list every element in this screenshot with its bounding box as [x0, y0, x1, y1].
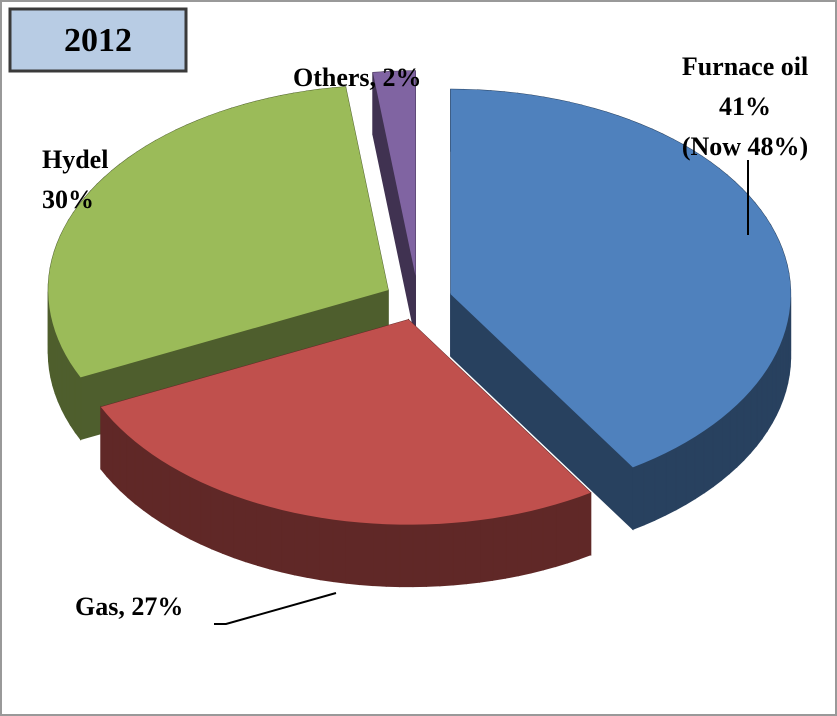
data-label: Others, 2% — [293, 63, 422, 92]
slice-side — [210, 486, 224, 555]
slice-side — [675, 441, 687, 511]
slice-side — [632, 462, 645, 531]
data-label: 41% — [719, 92, 771, 121]
slice-side — [319, 517, 334, 583]
slice-side — [61, 347, 67, 418]
slice-side — [452, 521, 467, 586]
slice — [372, 70, 416, 276]
slice-side — [245, 498, 258, 567]
slice-side — [142, 447, 153, 518]
slice-side — [517, 510, 532, 577]
data-label: Furnace oil — [682, 52, 808, 81]
leader-line — [214, 592, 337, 625]
slice-side — [567, 496, 580, 564]
slice-side — [385, 523, 401, 588]
slice-side — [425, 523, 441, 587]
slice-side — [160, 459, 171, 529]
data-label: Hydel — [42, 145, 108, 174]
slice-side — [222, 490, 235, 559]
slice-side — [412, 523, 427, 588]
slice-side — [399, 524, 414, 588]
slice-side — [771, 353, 777, 424]
pie — [47, 70, 792, 588]
slice-side — [179, 470, 191, 540]
slice-side — [578, 492, 592, 560]
slice-side — [479, 517, 494, 583]
slice-side — [729, 403, 738, 475]
slice-side — [766, 359, 773, 433]
slice — [48, 86, 389, 378]
slice-side — [345, 520, 361, 586]
slice-side — [332, 519, 347, 584]
slice-side — [74, 368, 82, 441]
slice-side — [306, 514, 321, 581]
slice-side — [685, 435, 696, 506]
slice-side — [57, 339, 63, 410]
slice-side — [65, 353, 71, 427]
slice-side — [126, 433, 136, 505]
slice-side — [189, 476, 202, 545]
slice-side — [256, 502, 271, 570]
data-label: Gas, 27% — [75, 592, 183, 621]
slice-side — [492, 515, 507, 581]
slice-side — [233, 494, 247, 563]
slice-side — [703, 423, 714, 494]
slice-side — [694, 429, 705, 500]
slice-side — [756, 374, 763, 448]
slice-side — [119, 427, 128, 499]
slice-side — [775, 345, 781, 416]
slice-side — [712, 417, 723, 488]
slice-side — [643, 457, 656, 526]
slice-side — [269, 506, 283, 573]
slice-side — [112, 420, 121, 492]
data-label: 30% — [42, 185, 94, 214]
slice-side — [555, 500, 569, 568]
slice-side — [743, 389, 752, 462]
slice-side — [69, 360, 76, 434]
slice-side — [151, 453, 162, 524]
slice-side — [542, 503, 557, 571]
slice-side — [134, 440, 144, 512]
slice-side — [200, 481, 212, 550]
slice-side — [530, 507, 544, 574]
slice-side — [372, 523, 387, 587]
slice-side — [439, 522, 454, 587]
slice-side — [465, 519, 481, 585]
slice-side — [721, 410, 731, 482]
slice-side — [505, 513, 519, 579]
slice-side — [294, 512, 308, 578]
slice-side — [100, 405, 108, 478]
slice-side — [750, 382, 758, 455]
slice-side — [359, 522, 374, 587]
data-label: (Now 48%) — [682, 132, 808, 161]
slice-side — [169, 465, 181, 535]
slice-side — [281, 509, 296, 576]
slice-side — [761, 367, 768, 440]
slice — [450, 89, 791, 468]
slice — [100, 319, 591, 525]
slice-side — [654, 452, 667, 521]
slice-side — [665, 447, 677, 516]
labels: Furnace oil 41% (Now 48%) Gas, 27% Hydel 30% O… — [42, 52, 808, 625]
slice-side — [736, 396, 745, 468]
chart-title: 2012 — [64, 22, 132, 59]
title-box — [8, 7, 188, 73]
slice-side — [106, 412, 114, 485]
